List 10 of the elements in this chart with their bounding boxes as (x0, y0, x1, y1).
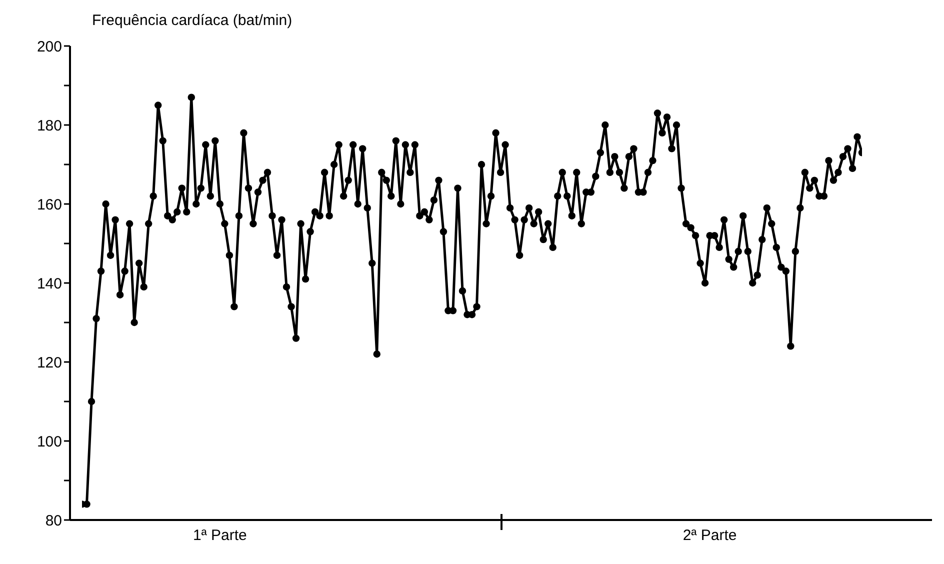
x-tick-label: 1ª Parte (192, 527, 247, 544)
x-tick-label: 2ª Parte (682, 527, 737, 544)
y-tick-label: 80 (45, 512, 62, 530)
y-tick-label: 140 (36, 275, 62, 292)
y-tick-label: 200 (36, 38, 62, 56)
y-tick-label: 100 (36, 433, 62, 450)
y-axis-title: Frequência cardíaca (bat/min) (91, 11, 294, 31)
y-tick-label: 160 (36, 196, 62, 214)
y-tick-label: 120 (36, 354, 62, 372)
y-tick-label: 180 (36, 117, 62, 134)
